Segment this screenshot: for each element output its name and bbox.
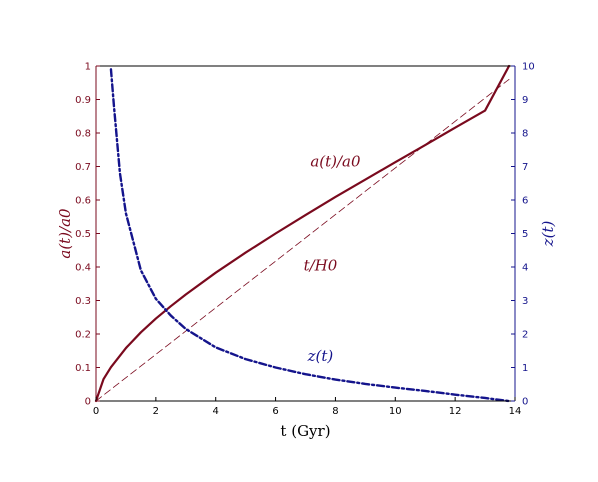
labels: a(t)/a0 t/H0 z(t) t (Gyr) a(t)/a0 z(t) bbox=[56, 153, 557, 441]
x-tick-label: 2 bbox=[153, 406, 159, 417]
hubble-time-line bbox=[95, 79, 510, 402]
plot-area bbox=[94, 64, 511, 403]
right-y-tick-label: 6 bbox=[522, 196, 528, 207]
right-y-tick-label: 7 bbox=[522, 162, 528, 173]
left-y-tick-label: 0.4 bbox=[75, 263, 91, 274]
right-y-tick-label: 8 bbox=[522, 129, 528, 140]
left-y-tick-label: 0.1 bbox=[75, 363, 91, 374]
scale-factor-curve bbox=[94, 64, 511, 403]
left-y-tick-label: 0.2 bbox=[75, 330, 91, 341]
redshift-curve bbox=[109, 68, 511, 403]
x-tick-label: 10 bbox=[389, 406, 402, 417]
left-y-tick-label: 0.9 bbox=[75, 95, 91, 106]
x-tick-label: 8 bbox=[332, 406, 338, 417]
right-y-axis-title: z(t) bbox=[539, 221, 557, 248]
right-y-tick-label: 5 bbox=[522, 229, 528, 240]
annotation-hubble-time: t/H0 bbox=[304, 256, 338, 274]
right-y-tick-label: 9 bbox=[522, 95, 528, 106]
axes: 0 2 4 6 8 10 12 1400.10.20.30.40.50.60.70.80.91… bbox=[75, 62, 535, 418]
x-tick-label: 12 bbox=[449, 406, 462, 417]
right-y-tick-label: 2 bbox=[522, 330, 528, 341]
left-y-tick-label: 0.3 bbox=[75, 296, 91, 307]
right-y-tick-label: 10 bbox=[522, 62, 535, 73]
x-axis-title: t (Gyr) bbox=[280, 422, 330, 440]
x-tick-label: 6 bbox=[272, 406, 278, 417]
annotation-scale-factor: a(t)/a0 bbox=[310, 153, 361, 171]
x-tick-label: 4 bbox=[213, 406, 219, 417]
right-y-tick-label: 4 bbox=[522, 263, 528, 274]
right-y-tick-label: 0 bbox=[522, 397, 528, 408]
x-tick-label: 14 bbox=[509, 406, 522, 417]
left-y-tick-label: 0.7 bbox=[75, 162, 91, 173]
right-y-tick-label: 1 bbox=[522, 363, 528, 374]
right-y-tick-label: 3 bbox=[522, 296, 528, 307]
left-y-tick-label: 0.5 bbox=[75, 229, 91, 240]
left-y-tick-label: 0.8 bbox=[75, 129, 91, 140]
left-y-tick-label: 0 bbox=[85, 397, 91, 408]
left-y-axis-title: a(t)/a0 bbox=[56, 208, 74, 259]
left-y-tick-label: 0.6 bbox=[75, 196, 91, 207]
annotation-redshift: z(t) bbox=[307, 347, 334, 365]
x-tick-label: 0 bbox=[93, 406, 99, 417]
left-y-tick-label: 1 bbox=[85, 62, 91, 73]
